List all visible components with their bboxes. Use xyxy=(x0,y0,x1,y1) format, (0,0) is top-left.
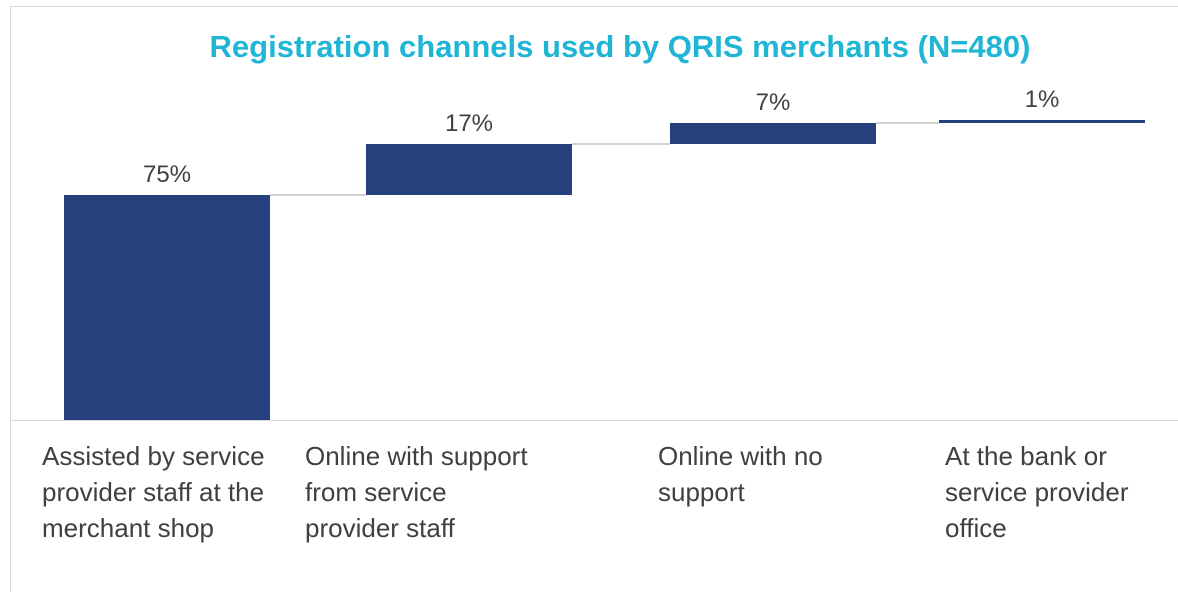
x-tick-label: At the bank or service provider office xyxy=(945,441,1129,543)
value-label: 17% xyxy=(444,110,494,137)
bar xyxy=(939,120,1145,123)
value-label: 75% xyxy=(142,161,192,188)
value-label: 7% xyxy=(755,89,791,116)
x-tick-label: Online with support from service provide… xyxy=(305,441,528,543)
bar xyxy=(366,144,572,195)
frame xyxy=(10,6,1178,592)
bar xyxy=(64,195,270,420)
x-tick-label: Online with no support xyxy=(658,441,823,507)
chart-title: Registration channels used by QRIS merch… xyxy=(209,29,1031,64)
value-label: 1% xyxy=(1024,86,1060,113)
bar xyxy=(670,123,876,144)
x-tick-label: Assisted by service provider staff at th… xyxy=(42,441,265,543)
